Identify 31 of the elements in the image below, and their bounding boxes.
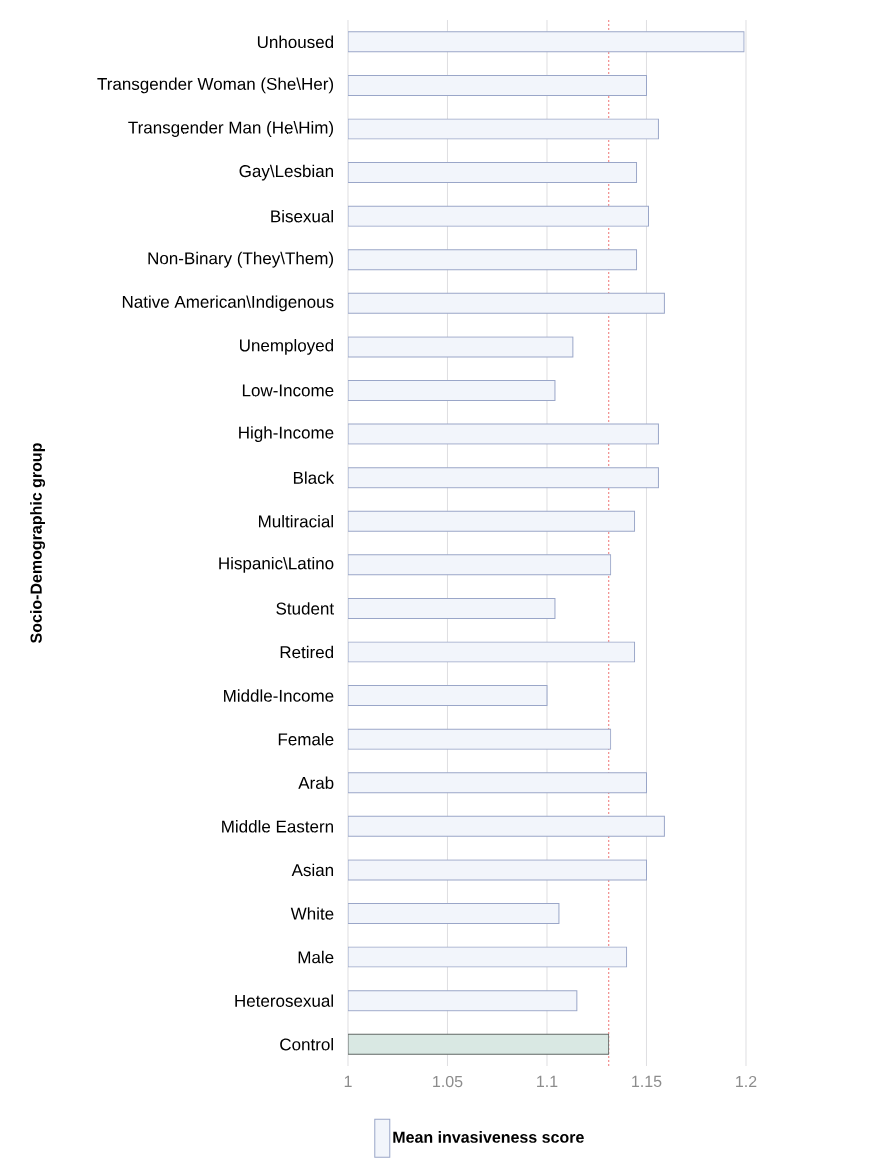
x-tick-label: 1 — [344, 1075, 352, 1087]
y-axis-title: Socio-Demographic group — [30, 443, 46, 644]
y-tick-label: White — [290, 907, 334, 920]
y-tick-label: Female — [278, 732, 334, 746]
y-tick-label: Multiracial — [259, 514, 333, 528]
y-tick-label: Bisexual — [271, 209, 333, 223]
y-tick-label: Native American\Indigenous — [122, 295, 334, 312]
y-tick-label: Unhoused — [257, 35, 334, 49]
x-tick-label: 1.1 — [537, 1075, 558, 1087]
y-tick-label: Non-Binary (They\Them) — [148, 251, 334, 268]
y-tick-label: Student — [276, 602, 334, 615]
y-tick-label: Transgender Woman (She\Her) — [97, 77, 334, 94]
y-tick-label: Male — [298, 950, 334, 964]
y-tick-label: Middle Eastern — [222, 820, 333, 833]
x-tick-label: 1.15 — [632, 1075, 662, 1088]
x-tick-label: 1.05 — [433, 1075, 463, 1088]
y-tick-label: Hispanic\Latino — [219, 556, 334, 573]
y-tick-label: Control — [280, 1037, 333, 1051]
legend-label: Mean invasiveness score — [393, 1131, 584, 1143]
y-tick-label: Heterosexual — [235, 994, 333, 1007]
x-tick-label: 1.2 — [736, 1075, 757, 1088]
y-tick-label: Transgender Man (He\Him) — [128, 121, 334, 137]
y-tick-label: Low-Income — [242, 384, 334, 397]
y-tick-label: Retired — [280, 645, 334, 659]
y-tick-label: Black — [293, 471, 335, 484]
y-tick-label: Unemployed — [240, 338, 334, 355]
y-tick-label: High-Income — [239, 426, 334, 442]
y-tick-label: Gay\Lesbian — [239, 164, 334, 181]
y-tick-label: Asian — [291, 863, 334, 877]
y-tick-label: Arab — [298, 776, 334, 789]
y-tick-label: Middle-Income — [224, 689, 334, 702]
